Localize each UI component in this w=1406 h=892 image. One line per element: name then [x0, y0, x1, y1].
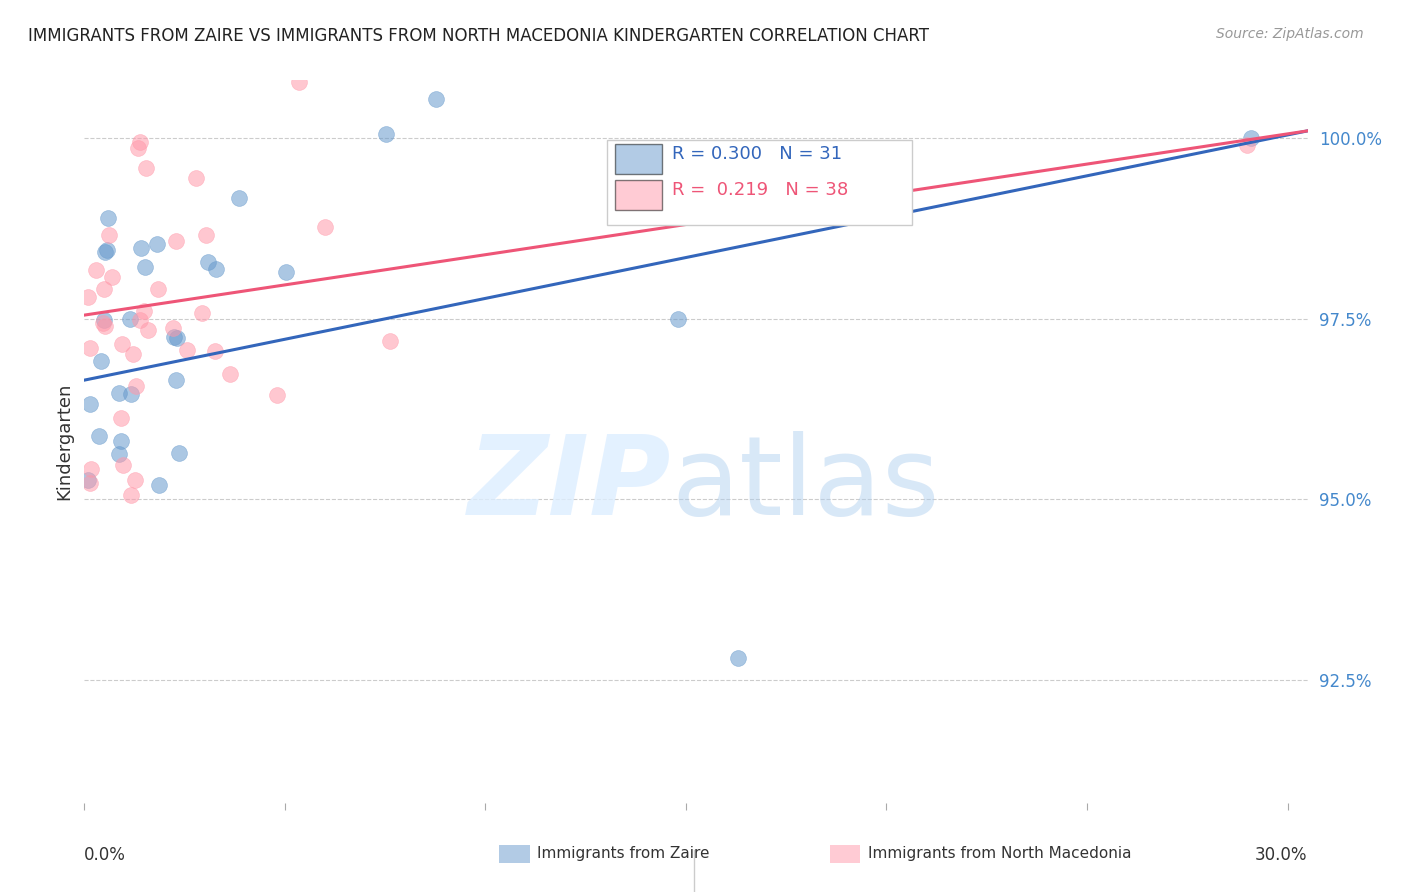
Point — [120, 311, 142, 326]
Point — [1240, 131, 1263, 145]
Point — [96, 243, 118, 257]
Point — [93, 282, 115, 296]
Point — [219, 367, 242, 381]
Point — [166, 331, 188, 345]
Text: 0.0%: 0.0% — [84, 847, 127, 864]
Point — [136, 322, 159, 336]
Point — [124, 473, 146, 487]
Point — [135, 161, 157, 175]
Point — [666, 311, 689, 326]
Point — [1236, 138, 1258, 153]
Point — [204, 343, 226, 358]
Point — [146, 282, 169, 296]
Point — [184, 171, 207, 186]
Point — [89, 429, 111, 443]
Point — [93, 244, 115, 259]
Point — [120, 387, 142, 401]
Point — [80, 462, 103, 476]
Point — [148, 478, 170, 492]
Point — [288, 75, 311, 89]
Point — [79, 396, 101, 410]
Text: IMMIGRANTS FROM ZAIRE VS IMMIGRANTS FROM NORTH MACEDONIA KINDERGARTEN CORRELATIO: IMMIGRANTS FROM ZAIRE VS IMMIGRANTS FROM… — [28, 27, 929, 45]
Point — [191, 306, 214, 320]
FancyBboxPatch shape — [606, 139, 912, 225]
Y-axis label: Kindergarten: Kindergarten — [55, 383, 73, 500]
Text: Immigrants from North Macedonia: Immigrants from North Macedonia — [868, 847, 1130, 861]
FancyBboxPatch shape — [616, 180, 662, 211]
Point — [274, 265, 297, 279]
Point — [380, 334, 402, 348]
Point — [194, 228, 217, 243]
Point — [110, 411, 132, 425]
Point — [165, 373, 187, 387]
Point — [145, 237, 167, 252]
Point — [162, 320, 184, 334]
Text: R = 0.300   N = 31: R = 0.300 N = 31 — [672, 145, 842, 163]
Point — [165, 234, 187, 248]
Point — [79, 476, 101, 491]
Point — [132, 304, 155, 318]
Text: atlas: atlas — [672, 432, 941, 539]
Point — [120, 488, 142, 502]
Point — [100, 269, 122, 284]
Point — [98, 228, 121, 243]
Text: Source: ZipAtlas.com: Source: ZipAtlas.com — [1216, 27, 1364, 41]
Point — [121, 347, 143, 361]
Point — [111, 458, 134, 472]
Point — [266, 388, 288, 402]
Point — [375, 127, 398, 141]
Text: 30.0%: 30.0% — [1256, 847, 1308, 864]
Point — [93, 313, 115, 327]
Point — [314, 219, 336, 234]
Point — [228, 191, 250, 205]
Text: ZIP: ZIP — [468, 432, 672, 539]
Point — [129, 135, 152, 149]
Point — [127, 141, 149, 155]
Point — [163, 329, 186, 343]
Point — [176, 343, 198, 358]
Text: Immigrants from Zaire: Immigrants from Zaire — [537, 847, 710, 861]
Point — [266, 51, 288, 65]
Point — [129, 242, 152, 256]
Point — [90, 353, 112, 368]
Point — [108, 447, 131, 461]
Point — [111, 337, 134, 351]
Point — [129, 313, 152, 327]
Point — [134, 260, 156, 274]
Point — [727, 651, 749, 665]
Point — [77, 473, 100, 487]
Point — [125, 379, 148, 393]
Point — [91, 317, 114, 331]
Point — [205, 261, 228, 276]
Point — [108, 385, 131, 400]
Point — [97, 211, 120, 225]
Point — [77, 290, 100, 304]
Point — [94, 318, 117, 333]
FancyBboxPatch shape — [616, 144, 662, 174]
Point — [425, 92, 447, 106]
Point — [84, 263, 107, 277]
Point — [167, 445, 190, 459]
Point — [197, 255, 219, 269]
Text: R =  0.219   N = 38: R = 0.219 N = 38 — [672, 181, 848, 200]
Point — [79, 341, 101, 355]
Point — [110, 434, 132, 448]
